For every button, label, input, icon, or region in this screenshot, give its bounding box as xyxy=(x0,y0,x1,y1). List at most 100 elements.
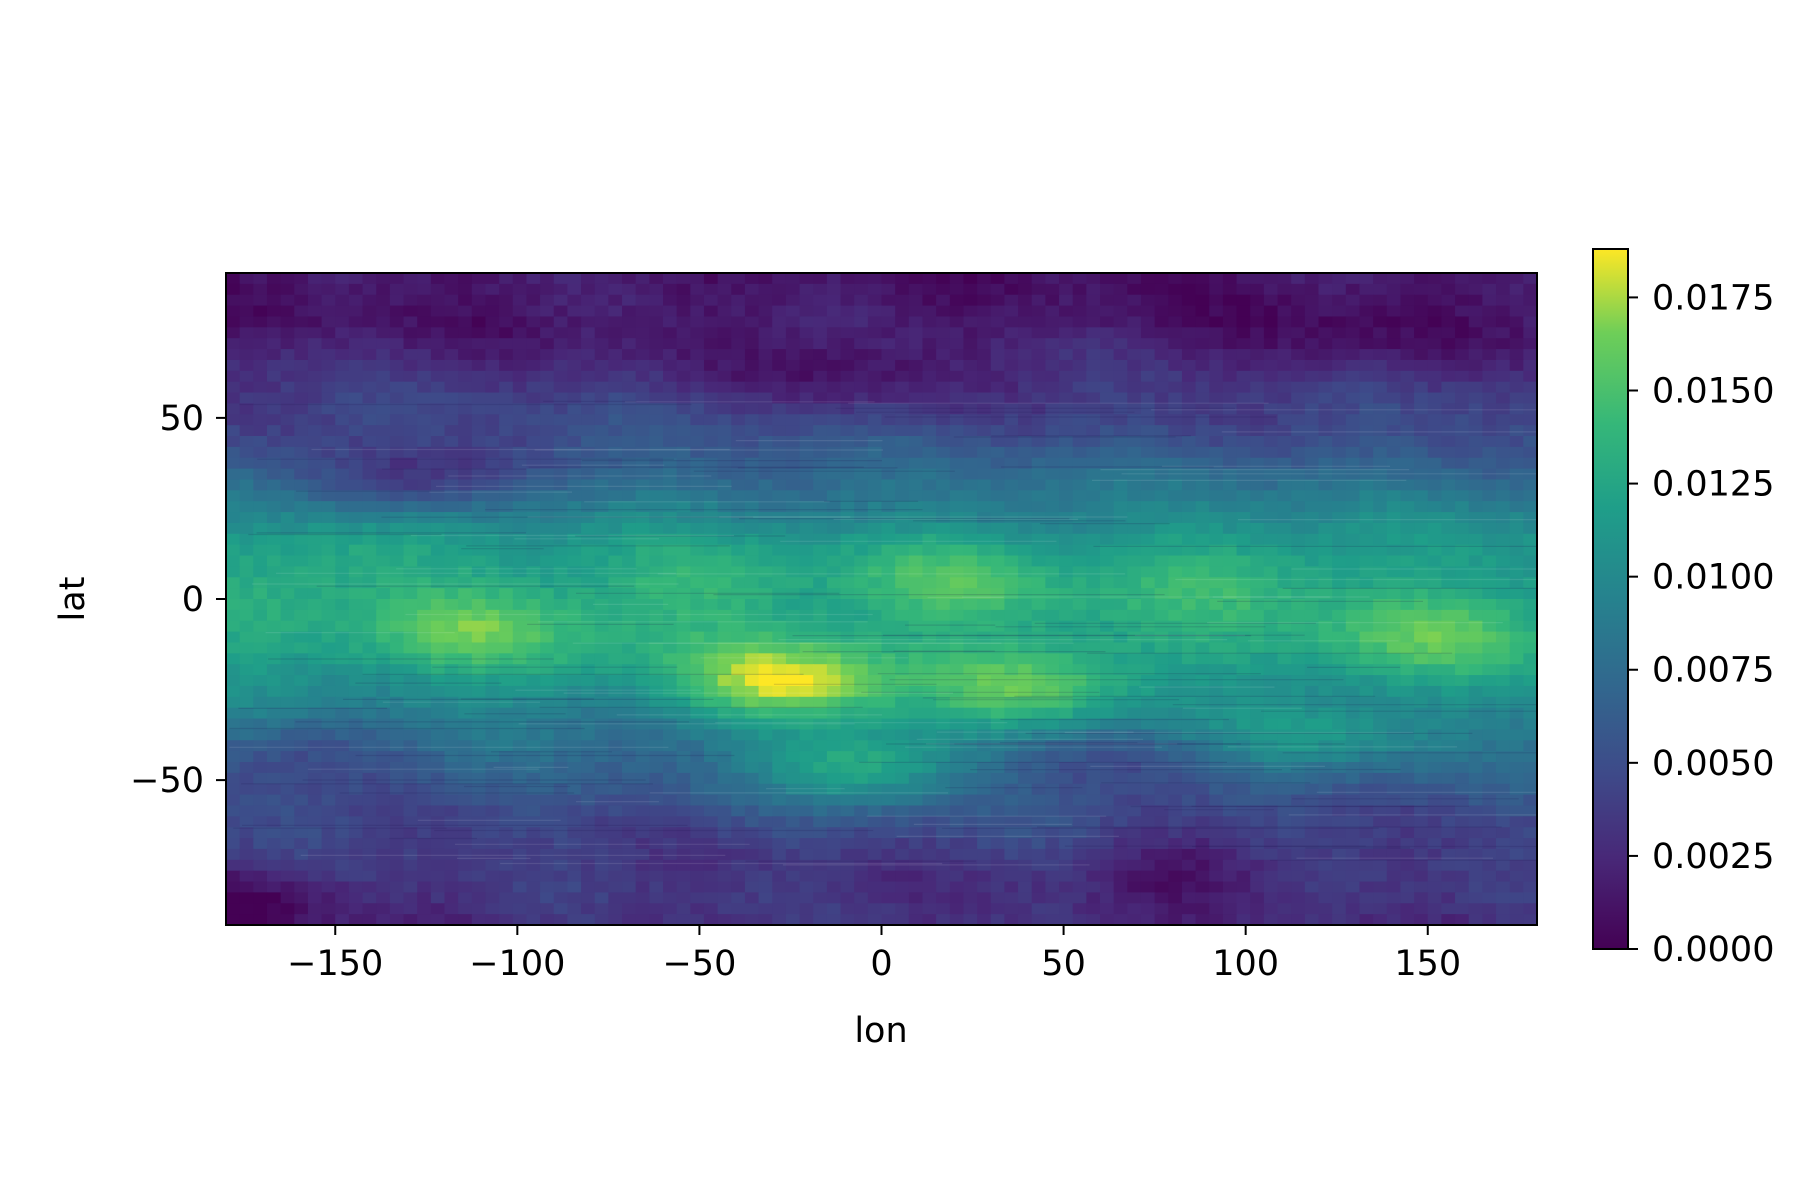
heatmap-cell xyxy=(458,457,473,470)
heatmap-cell xyxy=(1222,783,1238,796)
heatmap-cell xyxy=(895,685,910,698)
heatmap-cell xyxy=(1236,729,1251,741)
heatmap-cell xyxy=(1359,631,1374,644)
heatmap-cell xyxy=(854,707,869,720)
heatmap-cell xyxy=(1018,707,1033,720)
heatmap-cell xyxy=(1127,392,1142,404)
heatmap-cell xyxy=(1482,555,1497,567)
heatmap-cell xyxy=(1209,522,1224,535)
heatmap-cell xyxy=(581,381,596,394)
heatmap-cell xyxy=(1509,359,1524,372)
heatmap-cell xyxy=(280,599,295,611)
heatmap-cell xyxy=(758,642,773,654)
heatmap-cell xyxy=(1400,359,1415,372)
heatmap-cell xyxy=(772,512,787,524)
heatmap-cell xyxy=(649,588,664,600)
heatmap-cell xyxy=(348,283,364,296)
heatmap-cell xyxy=(1277,544,1292,557)
heatmap-cell xyxy=(1113,609,1128,622)
heatmap-cell xyxy=(717,512,732,524)
heatmap-cell xyxy=(239,599,254,611)
heatmap-cell xyxy=(1181,370,1197,383)
heatmap-cell xyxy=(294,653,309,665)
heatmap-cell xyxy=(1345,685,1361,698)
heatmap-cell xyxy=(608,446,623,459)
heatmap-cell xyxy=(471,631,487,644)
heatmap-cell xyxy=(294,707,309,720)
heatmap-cell xyxy=(280,490,295,502)
heatmap-cell xyxy=(1441,577,1456,589)
heatmap-cell xyxy=(239,555,254,567)
heatmap-cell xyxy=(1222,816,1238,828)
heatmap-cell xyxy=(1373,555,1388,567)
heatmap-cell xyxy=(1236,620,1251,633)
heatmap-cell xyxy=(444,457,459,470)
heatmap-cell xyxy=(922,468,937,481)
heatmap-cell xyxy=(540,751,555,763)
heatmap-cell xyxy=(690,468,705,481)
heatmap-cell xyxy=(1468,783,1483,796)
heatmap-cell xyxy=(1523,588,1537,600)
heatmap-cell xyxy=(458,294,473,307)
heatmap-cell xyxy=(1072,566,1087,578)
heatmap-cell xyxy=(1113,457,1128,470)
heatmap-cell xyxy=(266,359,282,372)
heatmap-cell xyxy=(663,273,678,285)
heatmap-cell xyxy=(1318,479,1333,491)
heatmap-cell xyxy=(1359,653,1374,665)
heatmap-cell xyxy=(703,707,719,720)
heatmap-cell xyxy=(567,588,582,600)
heatmap-cell xyxy=(335,566,350,578)
heatmap-cell xyxy=(1291,599,1306,611)
heatmap-cell xyxy=(581,338,596,350)
heatmap-cell xyxy=(1523,718,1537,730)
heatmap-cell xyxy=(335,740,350,752)
heatmap-cell xyxy=(690,675,705,687)
heatmap-cell xyxy=(1373,316,1388,328)
heatmap-cell xyxy=(1209,544,1224,557)
heatmap-cell xyxy=(772,273,787,285)
heatmap-cell xyxy=(608,675,623,687)
heatmap-cell xyxy=(1236,794,1251,807)
heatmap-cell xyxy=(1086,381,1101,394)
heatmap-cell xyxy=(949,740,965,752)
heatmap-cell xyxy=(731,794,746,807)
heatmap-cell xyxy=(1263,707,1279,720)
heatmap-cell xyxy=(1140,588,1156,600)
heatmap-cell xyxy=(1482,392,1497,404)
heatmap-cell xyxy=(226,588,241,600)
heatmap-cell xyxy=(226,696,241,709)
heatmap-cell xyxy=(1455,707,1470,720)
heatmap-cell xyxy=(266,838,282,850)
heatmap-cell xyxy=(1373,620,1388,633)
heatmap-cell xyxy=(307,707,323,720)
heatmap-cell xyxy=(321,457,336,470)
heatmap-cell xyxy=(1195,599,1210,611)
heatmap-cell xyxy=(1100,425,1115,437)
heatmap-cell xyxy=(1441,457,1456,470)
heatmap-cell xyxy=(1031,316,1046,328)
heatmap-cell xyxy=(526,664,541,676)
heatmap-cell xyxy=(1100,446,1115,459)
heatmap-cell xyxy=(471,566,487,578)
heatmap-cell xyxy=(1318,392,1333,404)
heatmap-cell xyxy=(990,425,1006,437)
heatmap-cell xyxy=(1304,359,1320,372)
heatmap-cell xyxy=(1414,359,1429,372)
heatmap-cell xyxy=(1222,675,1238,687)
heatmap-cell xyxy=(512,805,528,817)
heatmap-cell xyxy=(499,392,514,404)
heatmap-cell xyxy=(567,436,582,448)
heatmap-cell xyxy=(1222,805,1238,817)
heatmap-cell xyxy=(731,609,746,622)
heatmap-cell xyxy=(717,653,732,665)
heatmap-cell xyxy=(1523,740,1537,752)
heatmap-cell xyxy=(854,664,869,676)
heatmap-cell xyxy=(1400,599,1415,611)
heatmap-cell xyxy=(949,696,965,709)
heatmap-cell xyxy=(908,631,924,644)
heatmap-cell xyxy=(1072,381,1087,394)
heatmap-cell xyxy=(1140,816,1156,828)
heatmap-cell xyxy=(458,642,473,654)
heatmap-cell xyxy=(389,631,405,644)
